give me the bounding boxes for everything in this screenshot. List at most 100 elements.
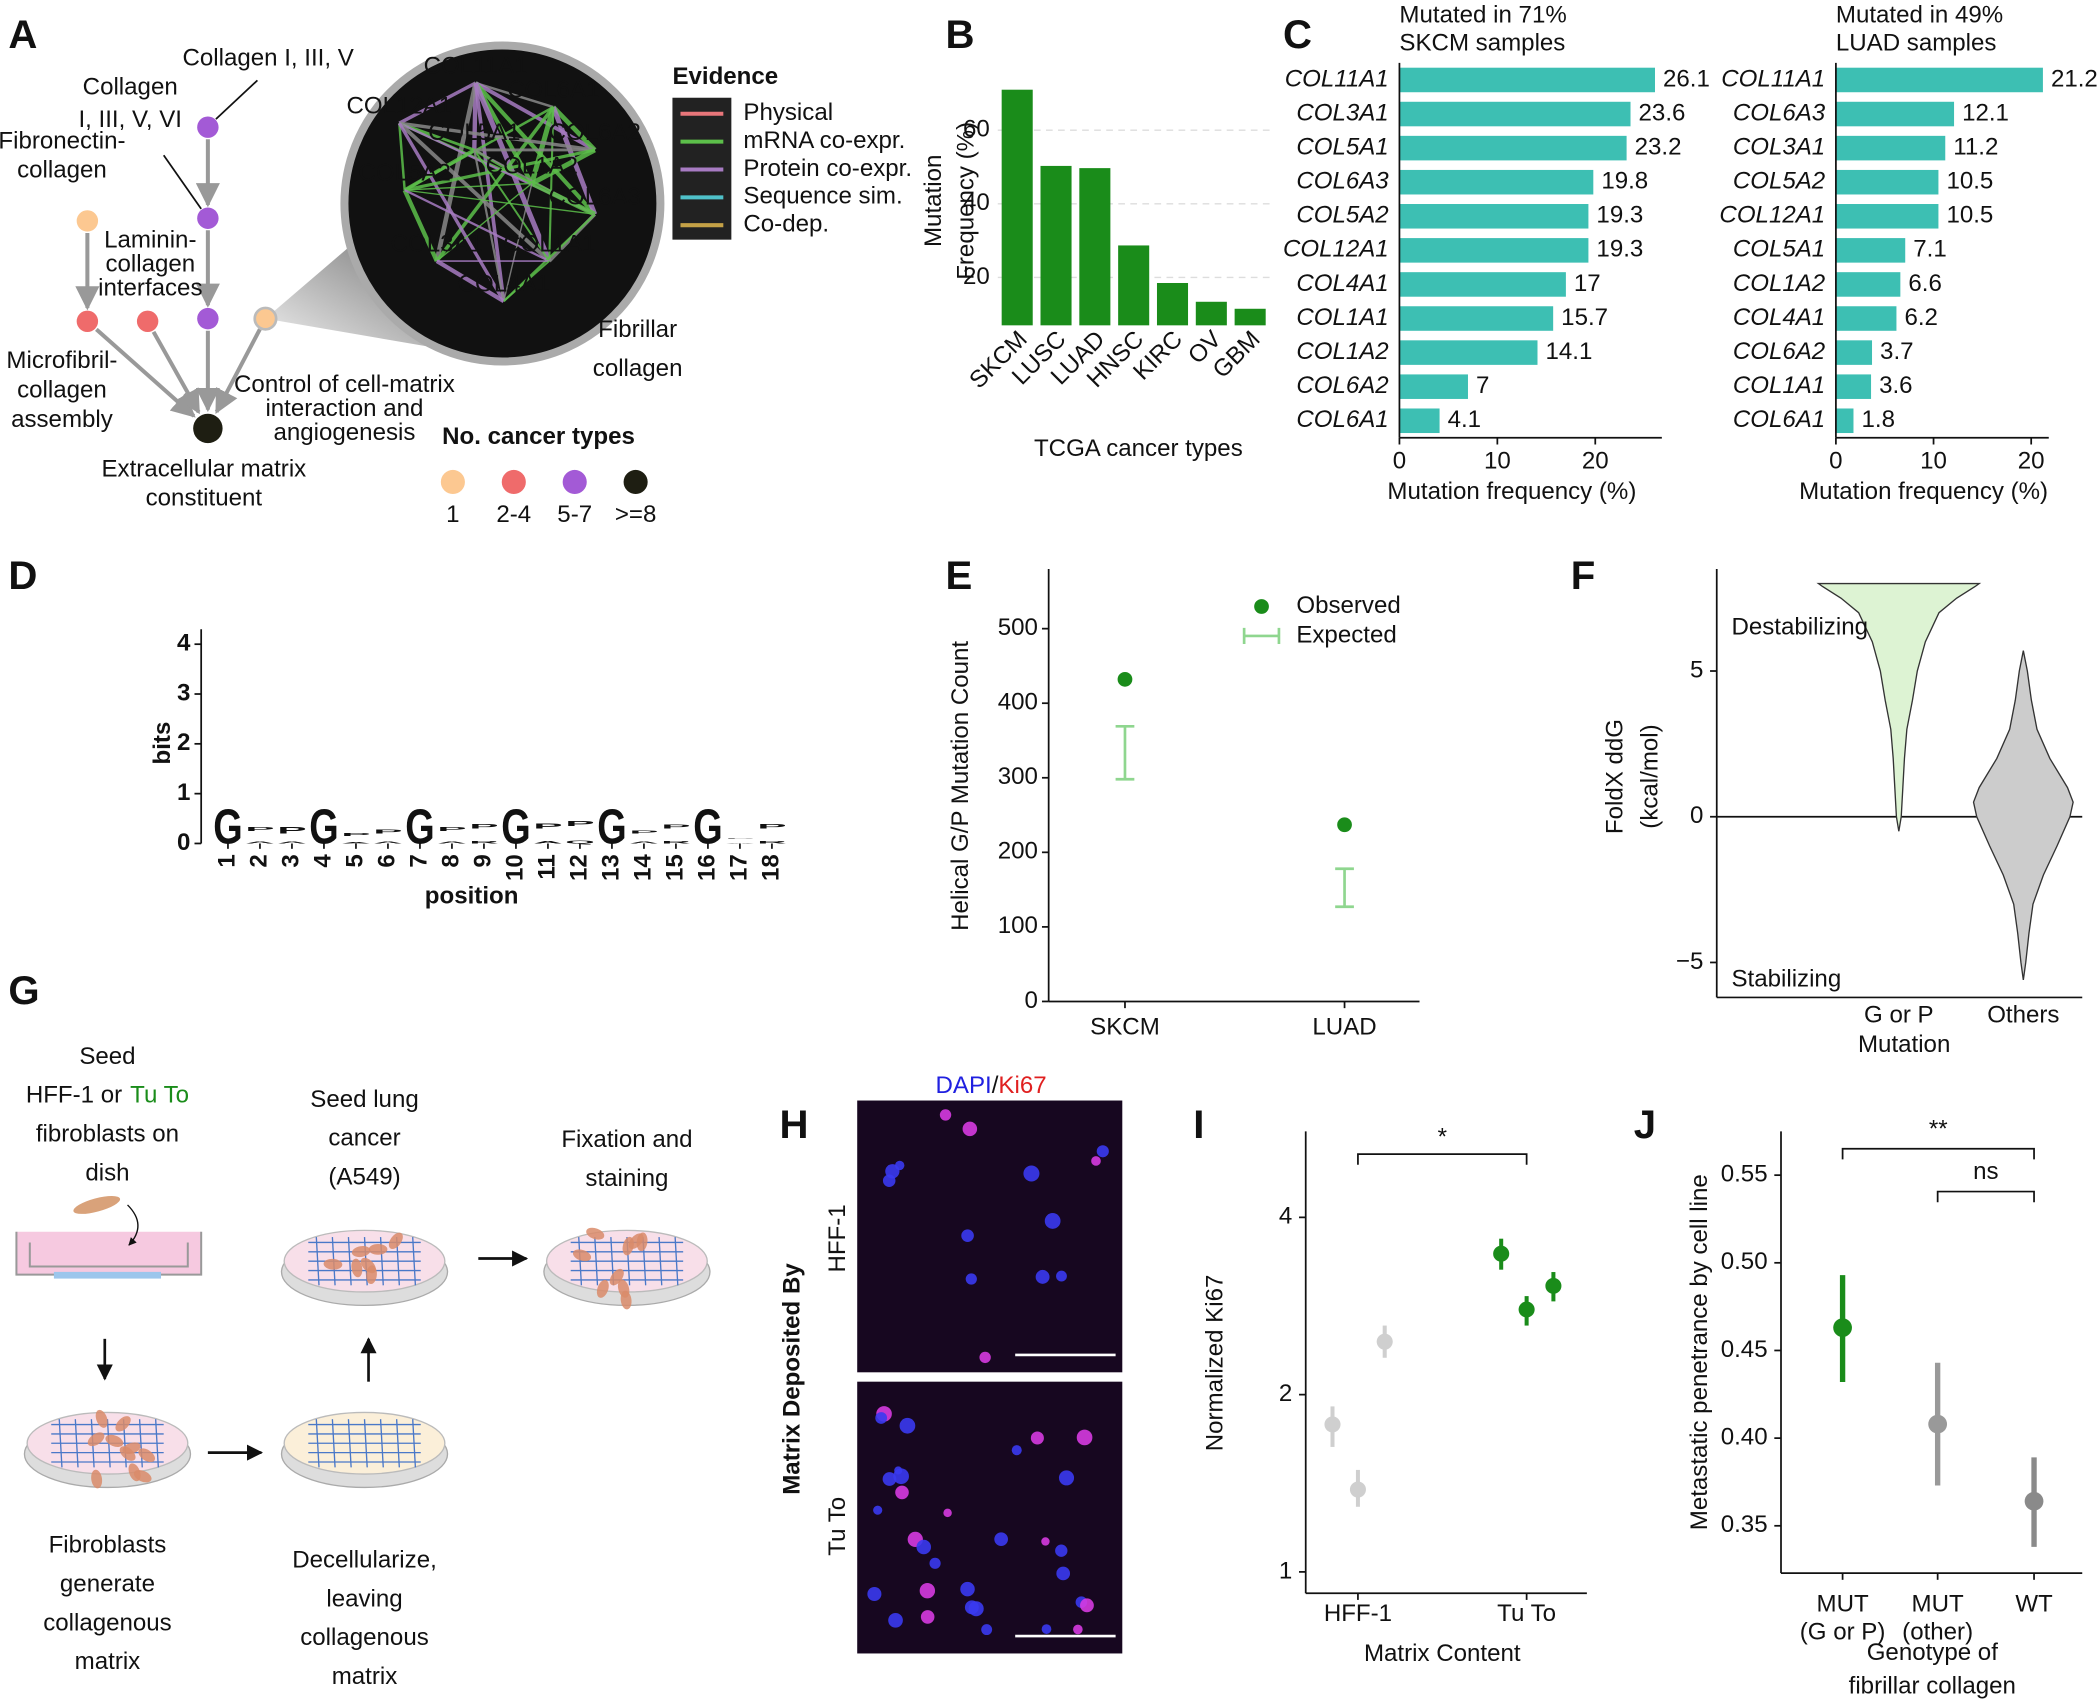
step-text: Fixation and — [561, 1126, 692, 1153]
step-text-part: Tu To — [130, 1082, 189, 1109]
y-tick-label: COL6A2 — [1296, 372, 1389, 399]
tree-node — [197, 116, 219, 138]
x-tick-label: 3 — [277, 854, 304, 867]
network-edge — [436, 182, 533, 262]
row-label: Tu To — [824, 1497, 851, 1556]
nucleus — [939, 1109, 952, 1121]
value-label: 3.6 — [1879, 372, 1912, 399]
matrix-fiber — [395, 1419, 400, 1468]
network-edge — [404, 182, 532, 191]
logo-letter: P — [373, 829, 406, 835]
tree-label: Collagen — [83, 74, 178, 101]
nucleus — [873, 1505, 883, 1515]
network-edge — [530, 181, 596, 217]
nucleus — [888, 1613, 903, 1628]
y-axis-label: Metastatic penetrance by cell line — [1686, 1174, 1713, 1530]
network-title: collagen — [593, 355, 683, 382]
bar — [1399, 272, 1566, 297]
x-tick-label: 4 — [309, 854, 336, 868]
nucleus — [893, 1468, 909, 1485]
legend-label: Physical — [743, 99, 833, 126]
logo-letter: P — [629, 830, 663, 835]
logo-letter: G — [213, 800, 242, 855]
network-edge — [398, 81, 477, 125]
nucleus — [1091, 1156, 1101, 1166]
tree-label: collagen — [17, 376, 107, 403]
significance-label: * — [1438, 1123, 1447, 1150]
value-label: 19.8 — [1601, 168, 1648, 195]
x-tick-label: 14 — [629, 854, 656, 881]
panel-label: D — [8, 553, 37, 598]
cell — [91, 1469, 103, 1489]
bar — [1118, 245, 1150, 326]
nucleus — [1041, 1624, 1052, 1634]
point — [2024, 1491, 2044, 1511]
network-node-label: COL6A2 — [549, 119, 641, 146]
x-tick-label: 16 — [693, 854, 720, 881]
x-tick-label: SKCM — [1090, 1014, 1160, 1041]
network-node-label: COL6A3 — [549, 184, 641, 211]
value-label: 14.1 — [1546, 338, 1593, 365]
legend-label: Observed — [1296, 592, 1400, 619]
significance-label: ns — [1973, 1158, 1998, 1185]
y-tick-label: COL6A1 — [1296, 406, 1388, 433]
y-axis-label: (kcal/mol) — [1636, 724, 1663, 828]
network-edge — [551, 105, 597, 152]
panel-label: B — [946, 12, 975, 57]
nucleus — [1058, 1470, 1075, 1486]
tree-label: Extracellular matrix — [101, 455, 306, 482]
point — [1545, 1277, 1562, 1294]
micrograph — [857, 1381, 1123, 1654]
cell — [572, 1249, 592, 1262]
tree-node — [197, 307, 219, 330]
y-tick-label: COL6A3 — [1733, 99, 1826, 126]
nucleus — [1080, 1598, 1094, 1613]
nucleus — [979, 1351, 991, 1364]
step-text: dish — [85, 1160, 129, 1187]
network-edge — [398, 121, 551, 263]
nucleus — [919, 1583, 936, 1599]
x-axis-label: Matrix Content — [1364, 1640, 1521, 1667]
value-label: 6.6 — [1908, 270, 1941, 297]
value-label: 1.8 — [1862, 406, 1895, 433]
value-label: 21.2 — [2051, 65, 2098, 92]
legend-label: mRNA co-expr. — [743, 127, 905, 154]
logo-letter: P — [277, 825, 308, 836]
point — [1493, 1245, 1510, 1262]
tray — [15, 1231, 203, 1276]
y-tick-label: 2 — [177, 729, 190, 756]
nucleus — [1056, 1566, 1071, 1581]
y-tick-label: COL12A1 — [1283, 236, 1389, 263]
matrix-fiber — [412, 1237, 417, 1286]
interval — [1115, 724, 1135, 781]
x-tick-label: (G or P) — [1800, 1619, 1886, 1646]
y-tick-label: 40 — [963, 189, 990, 216]
tree-label: Microfibril- — [6, 347, 117, 374]
tree-label: collagen — [105, 250, 195, 277]
bar — [1399, 135, 1627, 161]
leader-line — [162, 154, 202, 210]
value-label: 19.3 — [1596, 202, 1643, 229]
x-tick-label: 6 — [373, 854, 400, 867]
bar — [1079, 168, 1111, 326]
nucleus — [916, 1539, 932, 1555]
tree-label: I, III, V, VI — [78, 106, 182, 133]
value-label: 23.2 — [1635, 133, 1682, 160]
step-text: cancer — [328, 1125, 400, 1152]
value-label: 4.1 — [1448, 406, 1481, 433]
y-axis-label: Frequency (%) — [952, 122, 979, 280]
x-tick-label: 1 — [213, 854, 240, 867]
legend-label: Sequence sim. — [743, 183, 902, 210]
value-label: 19.3 — [1596, 236, 1643, 263]
nucleus — [929, 1557, 941, 1569]
y-tick-label: COL3A1 — [1733, 133, 1825, 160]
significance-label: ** — [1929, 1115, 1948, 1142]
logo-letter: P — [533, 822, 562, 831]
x-axis-label: fibrillar collagen — [1849, 1672, 2016, 1699]
network-node-label: COL3A1 — [391, 230, 483, 257]
x-tick-label: 8 — [437, 854, 464, 867]
x-tick-label: MUT — [1817, 1591, 1869, 1618]
y-tick-label: 0.35 — [1721, 1511, 1768, 1538]
logo-letter: A — [437, 841, 472, 844]
tree-edge — [151, 330, 201, 415]
